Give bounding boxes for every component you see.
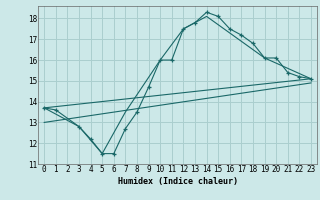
- X-axis label: Humidex (Indice chaleur): Humidex (Indice chaleur): [118, 177, 238, 186]
